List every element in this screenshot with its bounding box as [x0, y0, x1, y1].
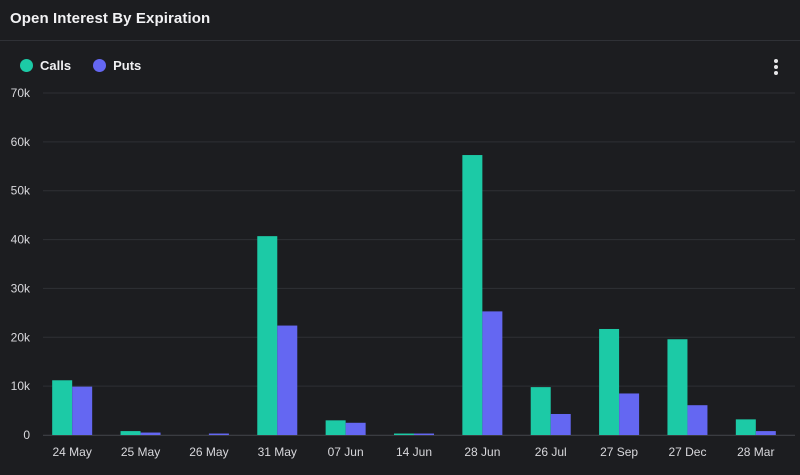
bar-puts-28-mar[interactable] [755, 431, 776, 435]
bar-puts-28-jun[interactable] [482, 311, 503, 435]
legend-label-calls: Calls [40, 58, 72, 73]
bar-puts-26-may[interactable] [208, 433, 229, 435]
legend-label-puts: Puts [113, 58, 142, 73]
x-tick-label: 28 Jun [464, 445, 500, 459]
more-vertical-icon[interactable] [766, 58, 786, 78]
bar-calls-31-may[interactable] [257, 236, 278, 435]
x-tick-label: 31 May [258, 445, 297, 459]
y-tick-label: 30k [11, 281, 31, 295]
bar-calls-14-jun[interactable] [394, 433, 414, 435]
bar-calls-07-jun[interactable] [325, 420, 346, 435]
bar-puts-26-jul[interactable] [550, 413, 571, 435]
y-tick-label: 60k [11, 135, 31, 149]
bar-puts-27-sep[interactable] [619, 393, 640, 435]
bar-puts-14-jun[interactable] [414, 433, 434, 435]
x-tick-label: 26 May [189, 445, 228, 459]
x-tick-label: 24 May [53, 445, 92, 459]
bar-calls-24-may[interactable] [52, 380, 73, 435]
chart-legend: Calls Puts [20, 58, 163, 73]
bar-calls-28-jun[interactable] [462, 155, 483, 435]
y-tick-label: 20k [11, 330, 31, 344]
bar-puts-25-may[interactable] [140, 432, 161, 435]
y-tick-label: 10k [11, 379, 31, 393]
panel-header: Open Interest By Expiration [0, 0, 800, 41]
bar-puts-31-may[interactable] [277, 325, 298, 435]
bar-calls-25-may[interactable] [120, 431, 141, 435]
x-tick-label: 07 Jun [328, 445, 364, 459]
calls-dot-icon [20, 59, 33, 72]
bar-puts-24-may[interactable] [72, 386, 93, 435]
y-tick-label: 70k [11, 86, 31, 100]
bar-calls-27-dec[interactable] [667, 339, 688, 435]
x-tick-label: 25 May [121, 445, 160, 459]
legend-item-puts[interactable]: Puts [93, 58, 141, 73]
y-tick-label: 50k [11, 184, 31, 198]
puts-dot-icon [93, 59, 107, 72]
y-tick-label: 40k [11, 233, 31, 247]
bar-puts-27-dec[interactable] [687, 405, 708, 435]
bar-puts-07-jun[interactable] [345, 422, 366, 435]
x-tick-label: 26 Jul [535, 445, 567, 459]
legend-item-calls[interactable]: Calls [20, 58, 71, 73]
x-tick-label: 27 Dec [668, 445, 706, 459]
x-tick-label: 27 Sep [600, 445, 638, 459]
page-title: Open Interest By Expiration [10, 10, 211, 27]
y-tick-label: 0 [23, 428, 30, 442]
x-tick-label: 14 Jun [396, 445, 432, 459]
x-tick-label: 28 Mar [737, 445, 774, 459]
bar-calls-27-sep[interactable] [599, 328, 620, 435]
bar-calls-26-jul[interactable] [530, 387, 551, 435]
bar-calls-28-mar[interactable] [735, 419, 756, 435]
